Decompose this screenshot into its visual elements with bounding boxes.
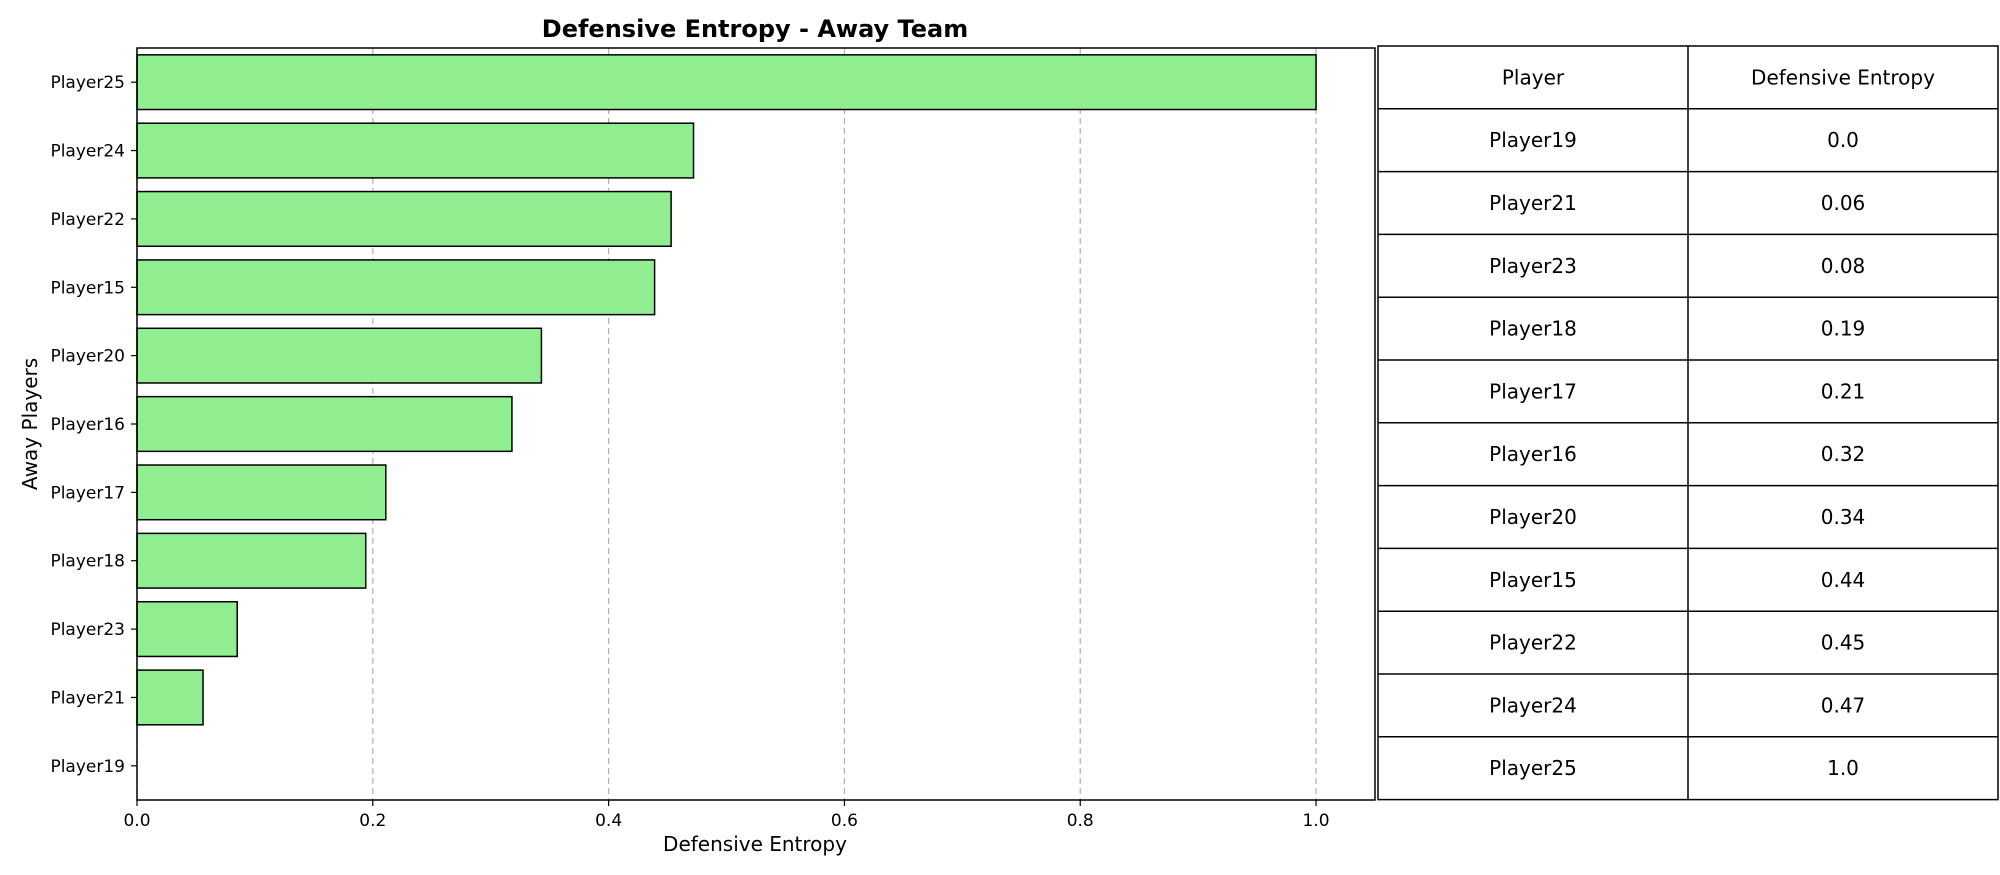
table-cell-entropy: 0.47 xyxy=(1821,693,1866,717)
y-tick-label: Player24 xyxy=(50,142,125,162)
y-tick-label: Player25 xyxy=(50,73,125,93)
y-axis-title: Away Players xyxy=(18,358,42,490)
bar-player20 xyxy=(136,327,543,384)
table-cell-player: Player23 xyxy=(1489,254,1577,278)
bar-player25 xyxy=(136,54,1317,111)
bar-player18 xyxy=(136,532,367,589)
x-tick-label: 0.2 xyxy=(359,811,386,831)
table-cell-player: Player22 xyxy=(1489,631,1577,655)
chart-title: Defensive Entropy - Away Team xyxy=(542,15,968,43)
table-cell-player: Player18 xyxy=(1489,317,1577,341)
table-cell-entropy: 0.45 xyxy=(1821,631,1866,655)
x-tick-label: 0.8 xyxy=(1067,811,1094,831)
table-cell-entropy: 0.06 xyxy=(1821,191,1866,215)
table-cell-entropy: 0.44 xyxy=(1821,568,1866,592)
table-cell-player: Player21 xyxy=(1489,191,1577,215)
table-cell-player: Player16 xyxy=(1489,442,1577,466)
table-cell-player: Player15 xyxy=(1489,568,1577,592)
bars-layer xyxy=(136,54,1317,726)
y-tick-label: Player20 xyxy=(50,347,125,367)
table-cell-player: Player19 xyxy=(1489,128,1577,152)
table-cell-entropy: 0.21 xyxy=(1821,379,1866,403)
table-cell-player: Player17 xyxy=(1489,379,1577,403)
x-tick-label: 0.0 xyxy=(123,811,150,831)
bar-player24 xyxy=(136,122,695,179)
bar-player15 xyxy=(136,259,656,316)
table-cell-player: Player24 xyxy=(1489,693,1577,717)
y-tick-label: Player18 xyxy=(50,552,125,572)
y-tick-label: Player21 xyxy=(50,688,125,708)
x-tick-label: 0.6 xyxy=(831,811,858,831)
table-header-cell: Player xyxy=(1502,65,1565,89)
x-tick-label: 0.4 xyxy=(595,811,622,831)
table-header-cell: Defensive Entropy xyxy=(1751,65,1935,89)
y-tick-label: Player15 xyxy=(50,278,125,298)
table-cell-entropy: 0.0 xyxy=(1827,128,1859,152)
table-cell-entropy: 1.0 xyxy=(1827,756,1859,780)
table-cell-player: Player20 xyxy=(1489,505,1577,529)
y-tick-label: Player17 xyxy=(50,483,125,503)
table-cell-entropy: 0.08 xyxy=(1821,254,1866,278)
table-cell-player: Player25 xyxy=(1489,756,1577,780)
data-table: Player Defensive Entropy Player19 0.0 Player… xyxy=(1377,45,1999,801)
x-axis-title: Defensive Entropy xyxy=(663,832,847,856)
y-tick-label: Player19 xyxy=(50,757,125,777)
x-tick-label: 1.0 xyxy=(1303,811,1330,831)
bar-player21 xyxy=(136,669,204,726)
bar-player17 xyxy=(136,464,387,521)
x-axis: 0.0 0.2 0.4 0.6 0.8 1.0 xyxy=(123,800,1330,831)
table-cell-entropy: 0.32 xyxy=(1821,442,1866,466)
bar-player16 xyxy=(136,395,513,453)
y-tick-label: Player16 xyxy=(50,415,125,435)
y-tick-label: Player22 xyxy=(50,210,125,230)
y-tick-label: Player23 xyxy=(50,620,125,640)
y-axis: Player19 Player21 Player23 Player18 Player17… xyxy=(50,73,137,777)
table-cell-entropy: 0.19 xyxy=(1821,317,1866,341)
table-cell-entropy: 0.34 xyxy=(1821,505,1866,529)
bar-player22 xyxy=(136,190,672,248)
bar-player23 xyxy=(136,600,238,658)
